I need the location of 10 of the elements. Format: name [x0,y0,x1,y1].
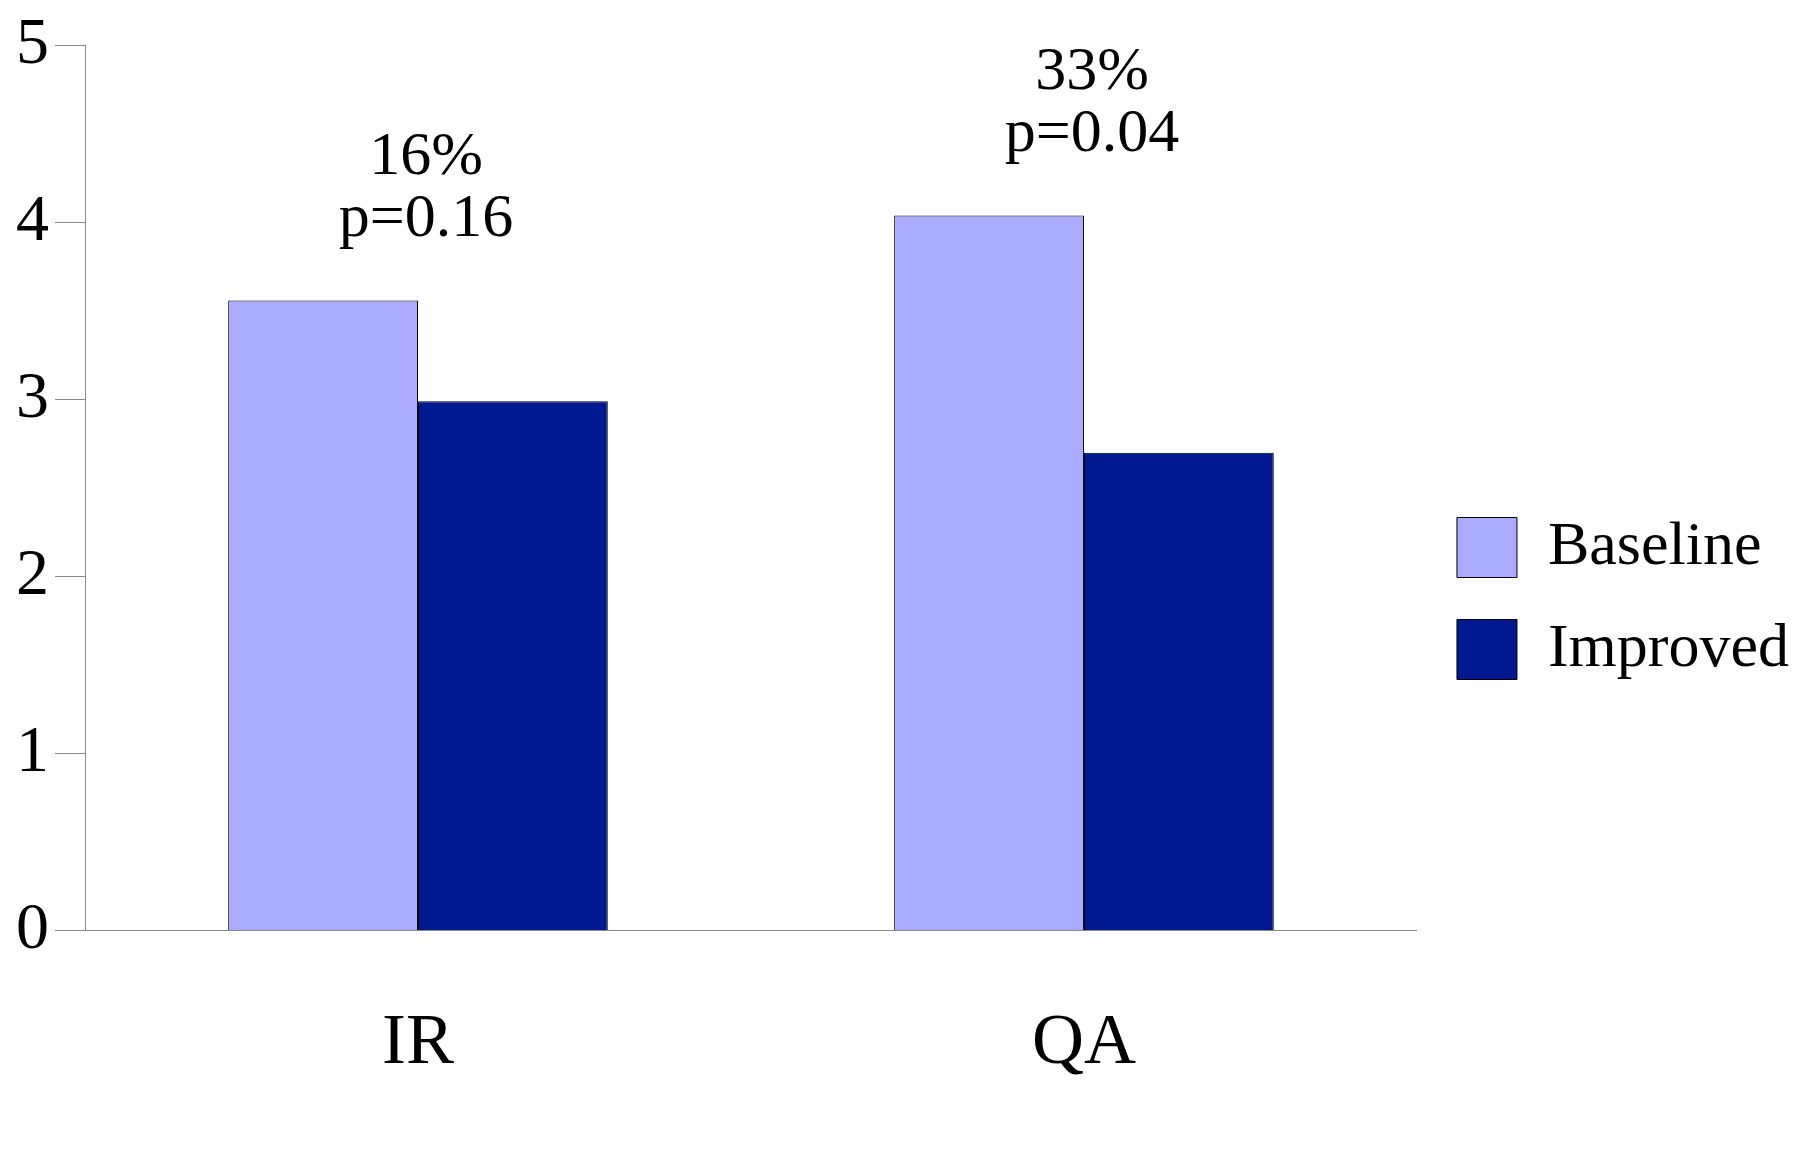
legend-label: Improved [1547,610,1790,679]
x-tick-label: QA [1031,998,1136,1079]
y-tick-label: 2 [16,534,49,608]
y-tick-label: 3 [16,357,49,431]
y-tick-label: 5 [16,3,49,77]
y-tick-label: 4 [16,180,49,254]
x-tick-label: IR [381,998,454,1079]
legend-label: Baseline [1547,508,1762,577]
y-tick-label: 0 [16,888,49,962]
y-tick-label: 1 [16,711,49,785]
